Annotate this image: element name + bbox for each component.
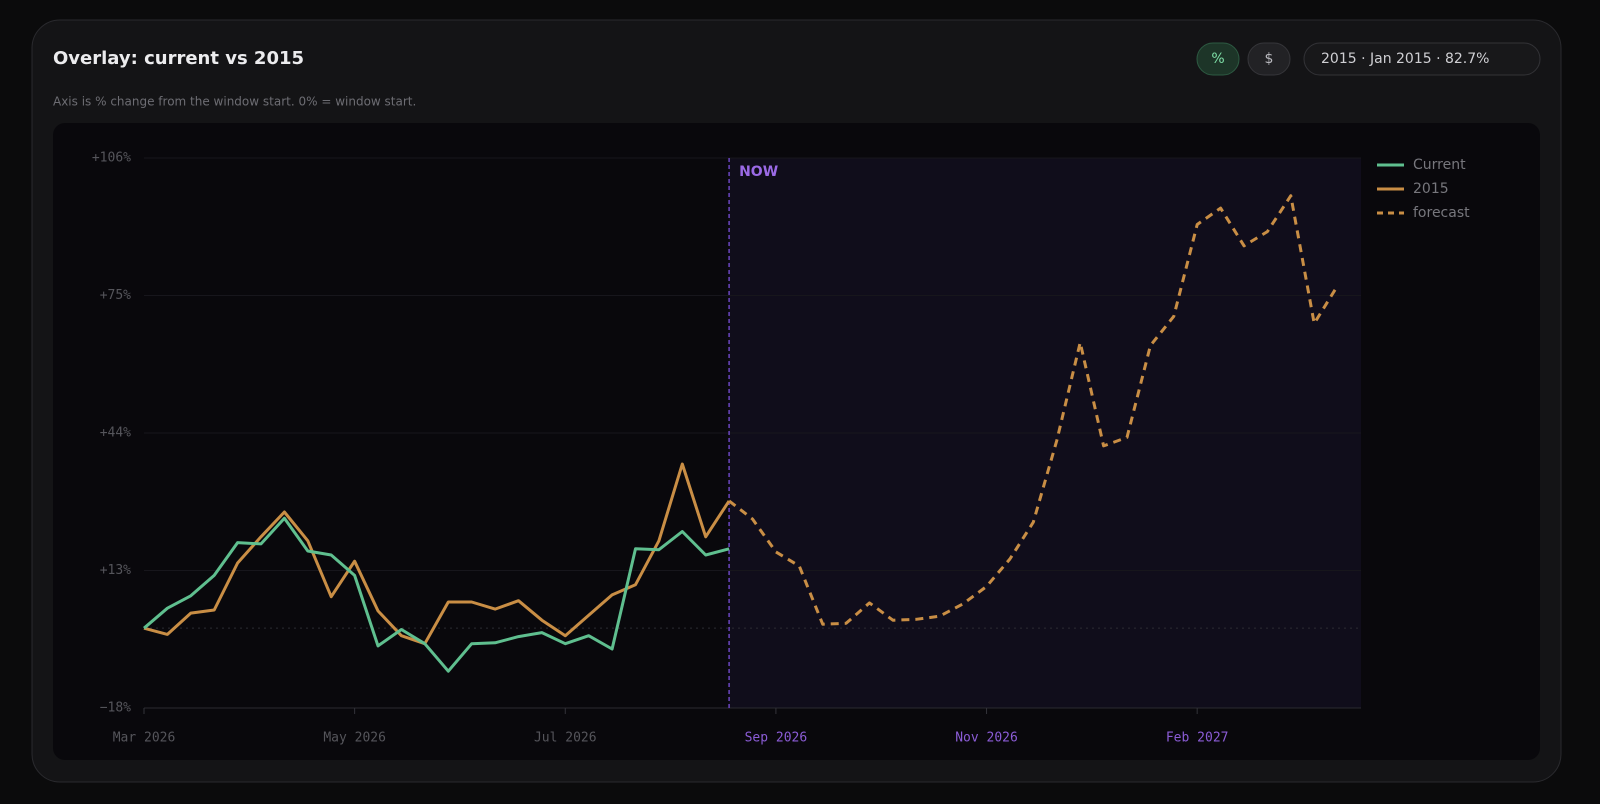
x-tick-label: Sep 2026 bbox=[745, 731, 808, 746]
x-tick-label: Nov 2026 bbox=[955, 731, 1018, 746]
percent-button-label[interactable]: % bbox=[1211, 51, 1224, 67]
now-label: NOW bbox=[739, 164, 778, 180]
dollar-button-label[interactable]: $ bbox=[1265, 51, 1274, 67]
percent-button[interactable] bbox=[1196, 42, 1240, 76]
year-selector[interactable] bbox=[1303, 42, 1541, 76]
y-tick-label: +75% bbox=[100, 288, 131, 303]
y-tick-label: +44% bbox=[100, 426, 131, 441]
chart: −18% +13% +44% +75% +106% Mar 2026 May 2026 Jul… bbox=[92, 151, 1470, 746]
year-selector-label[interactable]: 2015 · Jan 2015 · 82.7% bbox=[1321, 51, 1489, 67]
y-tick-label: +13% bbox=[100, 563, 131, 578]
series-line bbox=[143, 462, 731, 646]
legend-label: 2015 bbox=[1413, 181, 1449, 197]
legend-label: Current bbox=[1413, 157, 1466, 173]
x-tick-label: Mar 2026 bbox=[113, 731, 176, 746]
x-tick-label: Jul 2026 bbox=[534, 731, 597, 746]
y-tick-label: −18% bbox=[100, 701, 131, 716]
title: Overlay: current vs 2015 bbox=[53, 48, 304, 69]
x-tick-label: Feb 2027 bbox=[1166, 731, 1229, 746]
dollar-button[interactable] bbox=[1247, 42, 1291, 76]
legend-label: forecast bbox=[1413, 205, 1470, 221]
x-tick-label: May 2026 bbox=[323, 731, 386, 746]
series-line bbox=[728, 194, 1339, 626]
subtitle: Axis is % change from the window start. … bbox=[53, 95, 416, 109]
series-line bbox=[143, 516, 730, 673]
y-tick-label: +106% bbox=[92, 151, 131, 166]
